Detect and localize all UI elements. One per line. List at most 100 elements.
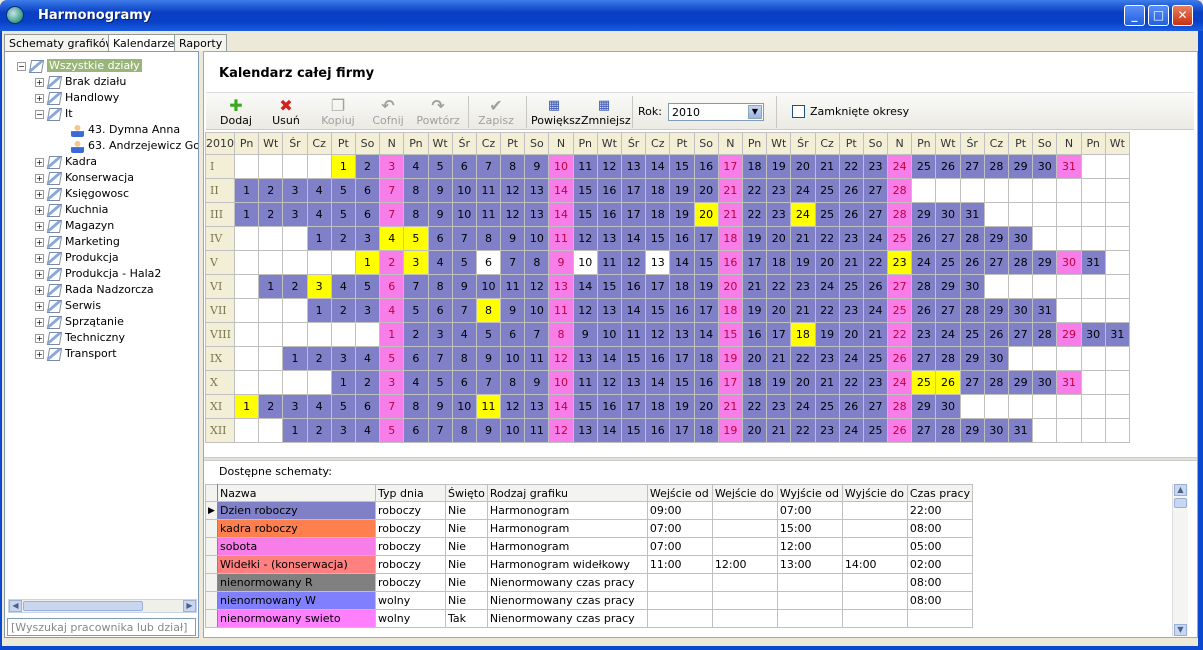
calendar-day[interactable]: 23	[766, 394, 792, 419]
calendar-day[interactable]: 4	[379, 226, 405, 251]
calendar-day[interactable]: 9	[524, 370, 550, 395]
calendar-day[interactable]: 23	[766, 178, 792, 203]
calendar-day[interactable]: 17	[741, 250, 768, 275]
calendar-day[interactable]: 13	[620, 154, 647, 179]
calendar-day[interactable]: 6	[354, 394, 381, 419]
calendar-day[interactable]: 13	[596, 298, 623, 323]
expand-toggle-icon[interactable]: +	[35, 93, 44, 103]
calendar-day[interactable]: 27	[935, 226, 961, 251]
closed-periods-checkbox[interactable]	[792, 105, 805, 118]
calendar-day[interactable]: 14	[620, 226, 647, 251]
column-header[interactable]: Wejście do	[711, 484, 778, 502]
calendar-day[interactable]: 18	[717, 226, 743, 251]
calendar-day[interactable]: 7	[451, 298, 477, 323]
calendar-day[interactable]: 4	[354, 346, 381, 371]
calendar-day[interactable]: 8	[548, 322, 574, 347]
calendar-day[interactable]: 13	[620, 370, 647, 395]
calendar-day[interactable]: 27	[983, 250, 1010, 275]
calendar-day[interactable]: 12	[548, 346, 574, 371]
tree-node[interactable]: + Kadra	[35, 154, 97, 170]
calendar-day[interactable]: 10	[475, 274, 502, 299]
calendar-day[interactable]: 21	[741, 274, 768, 299]
calendar-day[interactable]: 21	[790, 298, 816, 323]
calendar-day[interactable]: 16	[693, 154, 719, 179]
calendar-day[interactable]: 28	[887, 202, 913, 227]
calendar-day[interactable]: 26	[911, 298, 937, 323]
calendar-day[interactable]: 27	[911, 418, 937, 443]
calendar-day[interactable]: 29	[983, 298, 1010, 323]
calendar-day[interactable]: 28	[935, 346, 961, 371]
calendar-day[interactable]: 31	[1007, 418, 1034, 443]
calendar-day[interactable]: 9	[500, 298, 526, 323]
calendar-day[interactable]: 8	[451, 418, 477, 443]
calendar-day[interactable]: 12	[500, 394, 526, 419]
calendar-day[interactable]: 22	[741, 178, 768, 203]
calendar-day[interactable]: 25	[911, 154, 937, 179]
calendar-day[interactable]: 8	[500, 154, 526, 179]
calendar-day[interactable]: 11	[572, 154, 598, 179]
calendar-day[interactable]: 17	[766, 322, 792, 347]
calendar-day[interactable]: 22	[790, 418, 816, 443]
calendar-day[interactable]: 15	[596, 274, 623, 299]
save-button[interactable]: ✔ Zapisz	[478, 96, 514, 127]
calendar-day[interactable]: 11	[548, 298, 574, 323]
calendar-day[interactable]: 31	[1032, 298, 1058, 323]
calendar-day[interactable]: 25	[838, 274, 864, 299]
calendar-day[interactable]: 1	[233, 202, 260, 227]
calendar-day[interactable]: 26	[838, 178, 864, 203]
calendar-day[interactable]: 21	[838, 250, 864, 275]
calendar-day[interactable]: 21	[814, 154, 840, 179]
calendar-day[interactable]: 9	[548, 250, 574, 275]
calendar-day[interactable]: 24	[790, 178, 816, 203]
calendar-day[interactable]: 12	[645, 322, 671, 347]
calendar-day[interactable]: 1	[282, 346, 308, 371]
calendar-day[interactable]: 31	[1056, 370, 1082, 395]
calendar-day[interactable]: 7	[379, 394, 405, 419]
tree-node[interactable]: − It	[35, 106, 73, 122]
calendar-day[interactable]: 5	[403, 226, 429, 251]
calendar-day[interactable]: 2	[403, 322, 429, 347]
calendar-day[interactable]: 28	[887, 394, 913, 419]
calendar-day[interactable]: 31	[959, 202, 985, 227]
calendar-day[interactable]: 13	[524, 202, 550, 227]
calendar-day[interactable]: 10	[500, 418, 526, 443]
calendar-day[interactable]: 28	[959, 226, 985, 251]
calendar-day[interactable]: 23	[814, 346, 840, 371]
calendar-day[interactable]: 1	[258, 274, 284, 299]
calendar-day[interactable]: 18	[693, 346, 719, 371]
calendar-day[interactable]: 13	[645, 250, 671, 275]
calendar-day[interactable]: 14	[645, 154, 671, 179]
calendar-day[interactable]: 16	[645, 418, 671, 443]
tree-node[interactable]: + Marketing	[35, 234, 120, 250]
calendar-day[interactable]: 6	[427, 226, 453, 251]
calendar-day[interactable]: 31	[1056, 154, 1082, 179]
calendar-day[interactable]: 10	[548, 154, 574, 179]
calendar-day[interactable]: 21	[717, 202, 743, 227]
calendar-day[interactable]: 2	[258, 394, 284, 419]
expand-toggle-icon[interactable]: −	[17, 61, 26, 71]
calendar-day[interactable]: 19	[669, 394, 695, 419]
calendar-day[interactable]: 29	[959, 346, 985, 371]
calendar-day[interactable]: 21	[814, 370, 840, 395]
calendar-day[interactable]: 26	[935, 370, 961, 395]
calendar-day[interactable]: 6	[354, 178, 381, 203]
tab-kalendarze[interactable]: Kalendarze	[108, 34, 180, 52]
calendar-day[interactable]: 6	[354, 202, 381, 227]
calendar-day[interactable]: 19	[741, 298, 768, 323]
calendar-day[interactable]: 16	[596, 178, 623, 203]
calendar-day[interactable]: 15	[645, 298, 671, 323]
calendar-day[interactable]: 5	[379, 346, 405, 371]
column-header[interactable]: Wyjście do	[841, 484, 908, 502]
calendar-day[interactable]: 5	[330, 394, 356, 419]
close-button[interactable]: ✕	[1172, 5, 1193, 26]
calendar-day[interactable]: 21	[766, 346, 792, 371]
calendar-day[interactable]: 15	[669, 370, 695, 395]
calendar-day[interactable]: 29	[1007, 370, 1034, 395]
calendar-day[interactable]: 29	[983, 226, 1010, 251]
calendar-day[interactable]: 2	[354, 154, 381, 179]
calendar-day[interactable]: 20	[790, 370, 816, 395]
scroll-right-icon[interactable]: ▶	[183, 600, 196, 612]
expand-toggle-icon[interactable]: +	[35, 333, 44, 343]
